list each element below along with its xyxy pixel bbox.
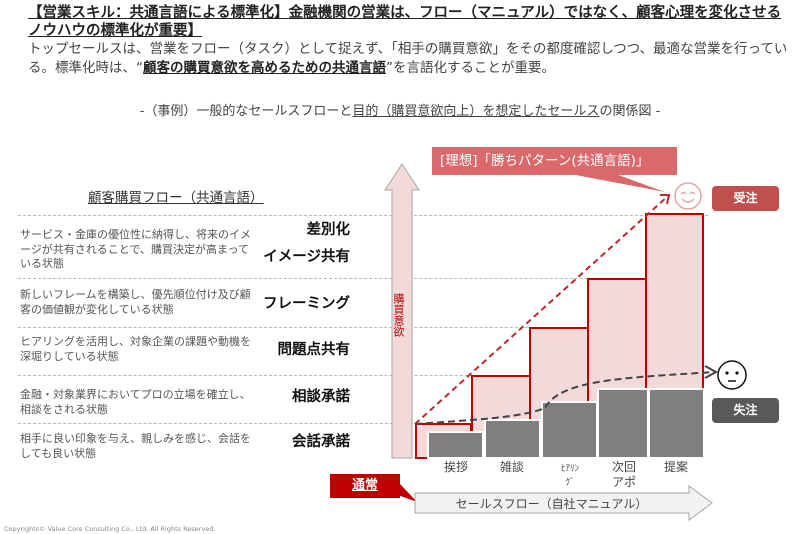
x-label: 雑談: [499, 460, 524, 474]
stage-label: 会話承諾: [292, 434, 350, 450]
stage-description: ヒアリングを活用し、対象企業の課題や動機を深堀りしている状態: [20, 335, 251, 363]
x-label-line: ｸﾞ: [565, 478, 575, 488]
x-label: 提案: [663, 460, 688, 474]
caption-underlined: 目的（購買意欲向上）を想定したセールス: [352, 104, 600, 119]
stage-description: 新しいフレームを構築し、優先順位付け及び顧客の価値観が変化している状態: [20, 288, 251, 316]
purchase-intent-arrow: [384, 163, 420, 459]
caption-prefix: -（事例）一般的なセールスフローと: [139, 104, 353, 119]
stage-label: イメージ共有: [263, 249, 350, 265]
ideal-callout: [理想]「勝ちパターン(共通言語)」: [432, 147, 677, 175]
stage-description: 相手に良い印象を与え、親しみを感じ、会話をしても良い状態: [20, 432, 251, 460]
neutral-face-icon: [717, 360, 747, 390]
gridline: [18, 423, 418, 424]
x-label: 挨拶: [443, 460, 468, 474]
stage-label: フレーミング: [263, 296, 350, 312]
body-text-part1: トップセールスは、営業をフロー（タスク）として捉えず、「相手の購買意欲」をその都…: [28, 41, 788, 76]
normal-bar: [427, 431, 484, 459]
headline: 【営業スキル：共通言語による標準化】金融機関の営業は、フロー（マニュアル）ではな…: [28, 5, 782, 39]
sales-flow-arrow: [414, 485, 713, 521]
copyright: Copyrights© Value Core Consulting Co., L…: [4, 525, 216, 533]
x-label-line: ﾋｱﾘﾝ: [560, 464, 579, 474]
win-badge: 受注: [712, 186, 779, 211]
diagram-caption: -（事例）一般的なセールスフローと目的（購買意欲向上）を想定したセールスの関係図…: [0, 100, 800, 119]
stage-label: 問題点共有: [277, 342, 351, 358]
caption-suffix: の関係図 -: [599, 104, 661, 119]
normal-bar: [484, 419, 541, 459]
body-text-part2: ”を言語化することが重要。: [386, 60, 555, 76]
x-label: ﾋｱﾘﾝ ｸﾞ: [546, 462, 594, 490]
body-text-emphasis: 顧客の購買意欲を高めるための共通言語: [143, 60, 386, 76]
stage-label: 相談承諾: [292, 389, 350, 405]
x-label-line: 次回: [611, 460, 636, 474]
body-text: トップセールスは、営業をフロー（タスク）として捉えず、「相手の購買意欲」をその都…: [28, 40, 788, 78]
gridline: [18, 215, 708, 216]
gridline: [18, 375, 528, 376]
normal-tag: 通常: [330, 474, 400, 498]
sales-flow-label: セールスフロー（自社マニュアル）: [455, 497, 648, 511]
smiley-face-icon: [674, 182, 702, 210]
normal-bar: [597, 388, 649, 459]
gridline: [18, 278, 648, 279]
stage-description: サービス・金庫の優位性に納得し、将来のイメージが共有されることで、購買決定が高ま…: [20, 228, 251, 270]
gridline: [18, 327, 588, 328]
flow-title: 顧客購買フロー（共通言語）: [88, 190, 264, 206]
purchase-intent-label: 購買意欲: [392, 293, 405, 337]
normal-bar: [541, 401, 598, 459]
stage-description: 金融・対象業界においてプロの立場を確立し、相談をされる状態: [20, 388, 251, 416]
lose-badge: 失注: [712, 398, 779, 423]
normal-tag-pointer: [395, 484, 417, 502]
callout-pointer: [560, 172, 665, 192]
x-label-line: アポ: [611, 475, 636, 489]
x-label: 次回 アポ: [600, 460, 648, 490]
stage-label: 差別化: [306, 222, 351, 238]
normal-bar: [648, 388, 705, 459]
